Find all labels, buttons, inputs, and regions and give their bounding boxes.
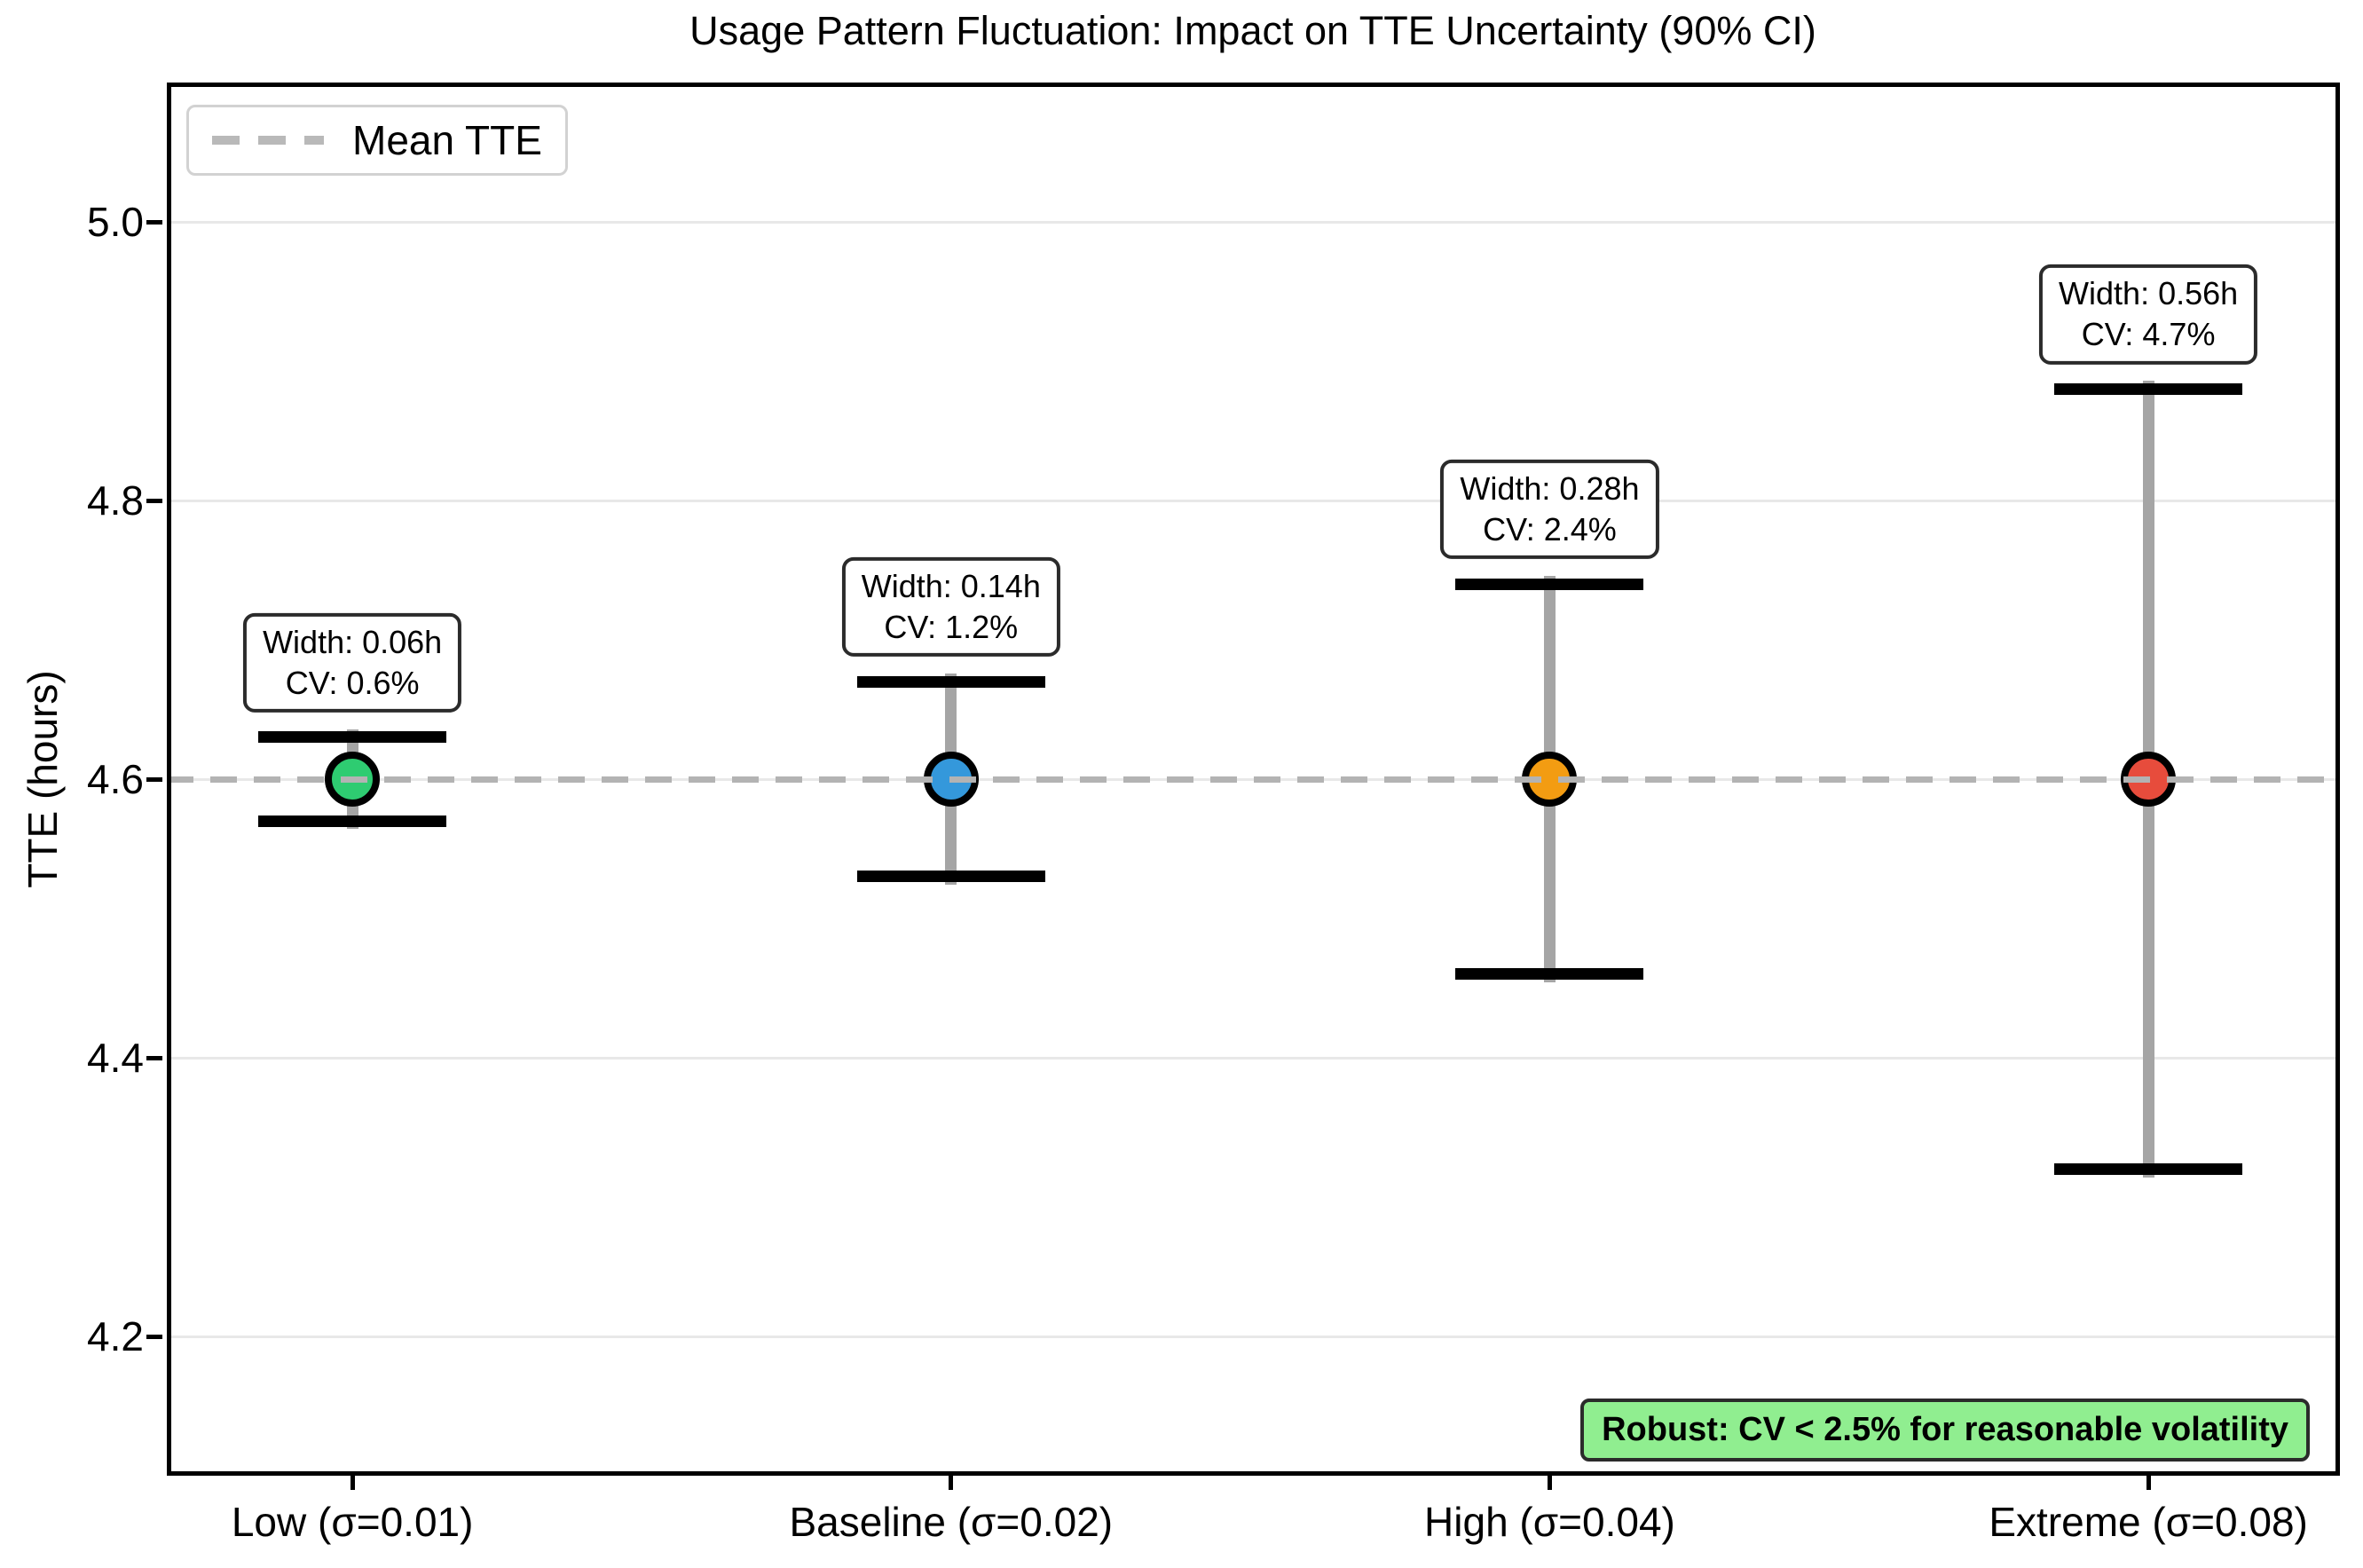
annotation-width-high: Width: 0.28h bbox=[1460, 470, 1640, 508]
annotation-width-baseline: Width: 0.14h bbox=[861, 567, 1041, 604]
x-tick-mark bbox=[949, 1476, 954, 1490]
y-tick-mark bbox=[146, 498, 162, 503]
y-tick-label: 4.8 bbox=[87, 477, 144, 524]
ci-cap-low-low bbox=[258, 815, 447, 827]
ci-annotation-high: Width: 0.28h CV: 2.4% bbox=[1440, 460, 1659, 560]
y-tick-mark bbox=[146, 1334, 162, 1339]
y-tick-label: 4.2 bbox=[87, 1313, 144, 1359]
y-gridline bbox=[167, 1335, 2340, 1338]
x-tick-mark bbox=[350, 1476, 355, 1490]
ci-cap-high-baseline bbox=[856, 675, 1045, 688]
y-gridline bbox=[167, 1056, 2340, 1060]
x-tick-label-high: High (σ=0.04) bbox=[1424, 1499, 1675, 1545]
ci-cap-high-extreme bbox=[2054, 382, 2243, 395]
y-gridline bbox=[167, 499, 2340, 502]
legend: Mean TTE bbox=[186, 105, 568, 176]
ci-annotation-baseline: Width: 0.14h CV: 1.2% bbox=[841, 556, 1060, 658]
annotation-width-low: Width: 0.06h bbox=[263, 623, 443, 660]
ci-cap-low-extreme bbox=[2054, 1163, 2243, 1176]
y-tick-label: 4.6 bbox=[87, 756, 144, 802]
robust-note: Robust: CV < 2.5% for reasonable volatil… bbox=[1580, 1399, 2310, 1462]
annotation-cv-high: CV: 2.4% bbox=[1483, 511, 1617, 548]
x-tick-mark bbox=[2146, 1476, 2151, 1490]
y-gridline bbox=[167, 220, 2340, 224]
plot-area: Mean TTE Robust: CV < 2.5% for reasonabl… bbox=[87, 83, 2340, 1545]
x-tick-label-extreme: Extreme (σ=0.08) bbox=[1989, 1499, 2308, 1545]
annotation-cv-low: CV: 0.6% bbox=[285, 664, 420, 701]
mean-tte-dashed-line-sample bbox=[212, 136, 324, 145]
annotation-cv-baseline: CV: 1.2% bbox=[884, 609, 1019, 646]
x-tick-label-low: Low (σ=0.01) bbox=[231, 1499, 474, 1545]
y-tick-mark bbox=[146, 219, 162, 225]
ci-cap-low-high bbox=[1455, 968, 1644, 981]
mean-tte-line bbox=[167, 776, 2340, 783]
ci-cap-low-baseline bbox=[856, 871, 1045, 883]
chart-title: Usage Pattern Fluctuation: Impact on TTE… bbox=[689, 8, 1816, 53]
x-tick-mark bbox=[1547, 1476, 1552, 1490]
annotation-cv-extreme: CV: 4.7% bbox=[2081, 316, 2216, 353]
ci-annotation-extreme: Width: 0.56h CV: 4.7% bbox=[2039, 264, 2258, 365]
ci-annotation-low: Width: 0.06h CV: 0.6% bbox=[243, 612, 462, 713]
x-tick-label-baseline: Baseline (σ=0.02) bbox=[789, 1499, 1114, 1545]
y-tick-mark bbox=[146, 1055, 162, 1060]
y-tick-label: 5.0 bbox=[87, 199, 144, 245]
y-tick-label: 4.4 bbox=[87, 1035, 144, 1081]
y-tick-mark bbox=[146, 776, 162, 782]
legend-label: Mean TTE bbox=[352, 117, 542, 163]
annotation-width-extreme: Width: 0.56h bbox=[2059, 275, 2239, 312]
ci-cap-high-high bbox=[1455, 578, 1644, 590]
ci-cap-high-low bbox=[258, 731, 447, 744]
